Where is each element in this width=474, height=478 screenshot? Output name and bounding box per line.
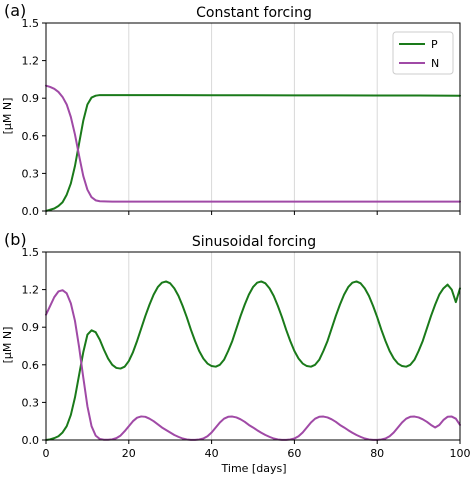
y-tick-label: 0.3 (22, 167, 40, 180)
panel-sinusoidal-forcing: (b) Sinusoidal forcing [μM N] 0 20 40 60 80 1… (1, 230, 471, 475)
panel-constant-forcing: (a) Constant forcing [μM N] 0.0 0.3 0.6 0.9… (1, 1, 461, 218)
legend-label-p: P (431, 38, 438, 51)
y-tick-label: 0.3 (22, 396, 40, 409)
chart-title-sinusoidal-forcing: Sinusoidal forcing (192, 234, 316, 250)
y-tick-label: 1.5 (22, 17, 40, 30)
axes-frame-b (45, 251, 461, 441)
x-tick-label: 80 (370, 447, 384, 460)
series-a (45, 84, 461, 212)
panel-label-a: (a) (4, 1, 26, 20)
x-axis-label: Time [days] (221, 462, 287, 475)
ticks-a: 0.0 0.3 0.6 0.9 1.2 1.5 (22, 17, 461, 218)
x-tick-label: 0 (43, 447, 50, 460)
x-tick-label: 20 (122, 447, 136, 460)
legend-box (392, 31, 454, 75)
y-tick-label: 0.6 (22, 130, 40, 143)
legend-a: P N (392, 31, 454, 75)
y-axis-label-a: [μM N] (1, 98, 14, 135)
y-tick-label: 1.2 (22, 284, 40, 297)
series-line-n (45, 289, 461, 441)
y-tick-label: 0.6 (22, 359, 40, 372)
axes-frame-a (45, 22, 461, 212)
y-tick-label: 1.5 (22, 246, 40, 259)
y-tick-label: 0.9 (22, 321, 40, 334)
x-tick-label: 100 (450, 447, 471, 460)
x-tick-label: 60 (287, 447, 301, 460)
series-line-p (45, 94, 461, 212)
series-b (45, 280, 461, 441)
grid-b (45, 252, 461, 440)
chart-title-constant-forcing: Constant forcing (196, 5, 312, 21)
legend-label-n: N (431, 57, 439, 70)
y-tick-label: 0.9 (22, 92, 40, 105)
y-tick-label: 0.0 (22, 205, 40, 218)
series-line-n (45, 84, 461, 203)
panel-label-b: (b) (4, 230, 27, 249)
y-axis-label-b: [μM N] (1, 327, 14, 364)
x-tick-label: 40 (205, 447, 219, 460)
series-line-p (45, 280, 461, 441)
y-tick-label: 1.2 (22, 55, 40, 68)
y-tick-label: 0.0 (22, 434, 40, 447)
ticks-b: 0 20 40 60 80 100 0.0 0.3 0.6 0.9 1.2 1.5 (22, 246, 471, 460)
